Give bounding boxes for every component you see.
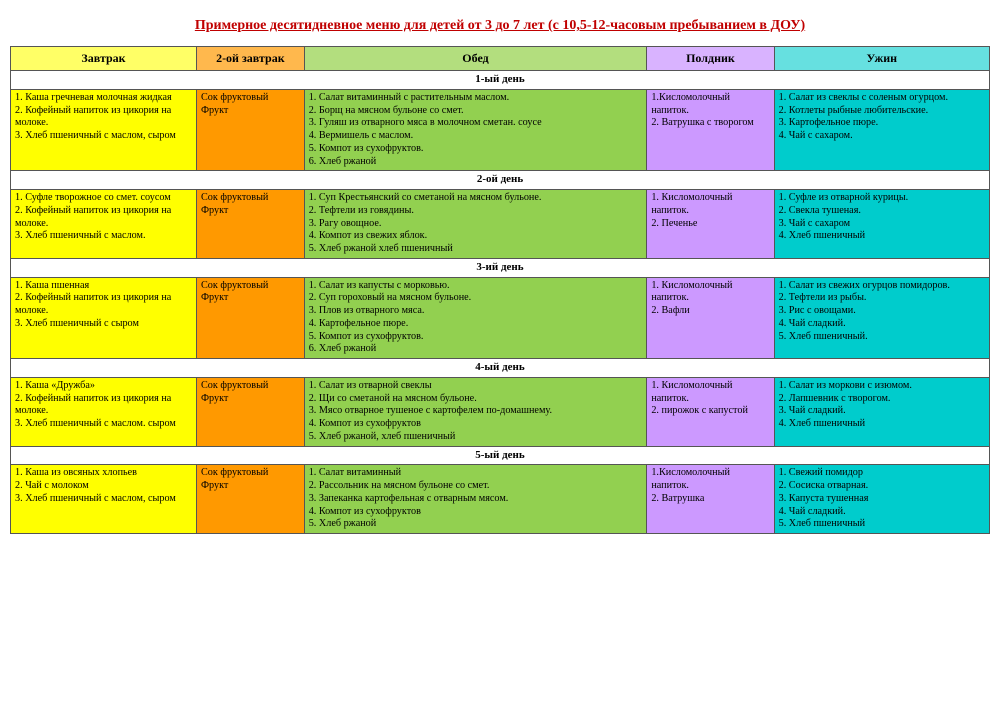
cell-zavtrak2: Сок фруктовый Фрукт xyxy=(197,89,305,171)
cell-text: 1. Свежий помидор 2. Сосиска отварная. 3… xyxy=(779,467,985,531)
cell-obed: 1. Салат из капусты с морковью. 2. Суп г… xyxy=(304,277,647,359)
cell-text: 1. Каша гречневая молочная жидкая 2. Коф… xyxy=(15,92,192,143)
table-header-row: Завтрак 2-ой завтрак Обед Полдник Ужин xyxy=(11,47,990,71)
day-header: 5-ый день xyxy=(11,446,990,465)
cell-text: 1. Салат из моркови с изюмом. 2. Лапшевн… xyxy=(779,380,985,431)
day-header: 2-ой день xyxy=(11,171,990,190)
cell-text: 1. Кисломолочный напиток. 2. Вафли xyxy=(651,280,769,318)
table-row: 1. Суфле творожное со смет. соусом 2. Ко… xyxy=(11,190,990,259)
cell-uzhin: 1. Суфле из отварной курицы. 2. Свекла т… xyxy=(774,190,989,259)
cell-poldnik: 1.Кисломолочный напиток. 2. Ватрушка с т… xyxy=(647,89,774,171)
cell-zavtrak: 1. Суфле творожное со смет. соусом 2. Ко… xyxy=(11,190,197,259)
table-row: 1. Каша пшенная 2. Кофейный напиток из ц… xyxy=(11,277,990,359)
cell-uzhin: 1. Свежий помидор 2. Сосиска отварная. 3… xyxy=(774,465,989,534)
cell-text: 1.Кисломолочный напиток. 2. Ватрушка xyxy=(651,467,769,505)
cell-obed: 1. Салат витаминный с растительным масло… xyxy=(304,89,647,171)
cell-text: Сок фруктовый Фрукт xyxy=(201,467,300,493)
cell-zavtrak: 1. Каша из овсяных хлопьев 2. Чай с моло… xyxy=(11,465,197,534)
day-header: 3-ий день xyxy=(11,258,990,277)
cell-text: 1. Каша из овсяных хлопьев 2. Чай с моло… xyxy=(15,467,192,505)
cell-zavtrak2: Сок фруктовый Фрукт xyxy=(197,190,305,259)
cell-text: 1.Кисломолочный напиток. 2. Ватрушка с т… xyxy=(651,92,769,130)
cell-text: 1. Салат из отварной свеклы 2. Щи со сме… xyxy=(309,380,643,444)
cell-text: Сок фруктовый Фрукт xyxy=(201,192,300,218)
cell-zavtrak2: Сок фруктовый Фрукт xyxy=(197,277,305,359)
cell-zavtrak: 1. Каша «Дружба» 2. Кофейный напиток из … xyxy=(11,377,197,446)
table-row: 1. Каша гречневая молочная жидкая 2. Коф… xyxy=(11,89,990,171)
cell-uzhin: 1. Салат из моркови с изюмом. 2. Лапшевн… xyxy=(774,377,989,446)
col-header-obed: Обед xyxy=(304,47,647,71)
cell-text: 1. Суп Крестьянский со сметаной на мясно… xyxy=(309,192,643,256)
cell-text: 1. Суфле из отварной курицы. 2. Свекла т… xyxy=(779,192,985,243)
cell-poldnik: 1.Кисломолочный напиток. 2. Ватрушка xyxy=(647,465,774,534)
col-header-uzhin: Ужин xyxy=(774,47,989,71)
menu-table: Завтрак 2-ой завтрак Обед Полдник Ужин 1… xyxy=(10,46,990,534)
day-header: 4-ый день xyxy=(11,359,990,378)
cell-obed: 1. Салат из отварной свеклы 2. Щи со сме… xyxy=(304,377,647,446)
cell-text: 1. Салат из капусты с морковью. 2. Суп г… xyxy=(309,280,643,357)
cell-uzhin: 1. Салат из свеклы с соленым огурцом. 2.… xyxy=(774,89,989,171)
col-header-zavtrak: Завтрак xyxy=(11,47,197,71)
table-row: 1. Каша «Дружба» 2. Кофейный напиток из … xyxy=(11,377,990,446)
cell-text: 1. Салат витаминный 2. Рассольник на мяс… xyxy=(309,467,643,531)
cell-uzhin: 1. Салат из свежих огурцов помидоров. 2.… xyxy=(774,277,989,359)
cell-zavtrak: 1. Каша пшенная 2. Кофейный напиток из ц… xyxy=(11,277,197,359)
cell-text: 1. Каша пшенная 2. Кофейный напиток из ц… xyxy=(15,280,192,331)
col-header-poldnik: Полдник xyxy=(647,47,774,71)
cell-poldnik: 1. Кисломолочный напиток. 2. Печенье xyxy=(647,190,774,259)
cell-zavtrak2: Сок фруктовый Фрукт xyxy=(197,465,305,534)
cell-text: 1. Кисломолочный напиток. 2. пирожок с к… xyxy=(651,380,769,418)
cell-text: Сок фруктовый Фрукт xyxy=(201,280,300,306)
cell-obed: 1. Салат витаминный 2. Рассольник на мяс… xyxy=(304,465,647,534)
cell-text: 1. Салат витаминный с растительным масло… xyxy=(309,92,643,169)
cell-text: 1. Салат из свежих огурцов помидоров. 2.… xyxy=(779,280,985,344)
cell-text: 1. Кисломолочный напиток. 2. Печенье xyxy=(651,192,769,230)
page-title: Примерное десятидневное меню для детей о… xyxy=(10,18,990,34)
table-row: 1. Каша из овсяных хлопьев 2. Чай с моло… xyxy=(11,465,990,534)
cell-obed: 1. Суп Крестьянский со сметаной на мясно… xyxy=(304,190,647,259)
col-header-zavtrak2: 2-ой завтрак xyxy=(197,47,305,71)
cell-text: Сок фруктовый Фрукт xyxy=(201,92,300,118)
cell-text: 1. Каша «Дружба» 2. Кофейный напиток из … xyxy=(15,380,192,431)
cell-text: 1. Суфле творожное со смет. соусом 2. Ко… xyxy=(15,192,192,243)
cell-poldnik: 1. Кисломолочный напиток. 2. пирожок с к… xyxy=(647,377,774,446)
cell-text: 1. Салат из свеклы с соленым огурцом. 2.… xyxy=(779,92,985,143)
day-header: 1-ый день xyxy=(11,71,990,90)
cell-zavtrak: 1. Каша гречневая молочная жидкая 2. Коф… xyxy=(11,89,197,171)
cell-zavtrak2: Сок фруктовый Фрукт xyxy=(197,377,305,446)
cell-poldnik: 1. Кисломолочный напиток. 2. Вафли xyxy=(647,277,774,359)
cell-text: Сок фруктовый Фрукт xyxy=(201,380,300,406)
